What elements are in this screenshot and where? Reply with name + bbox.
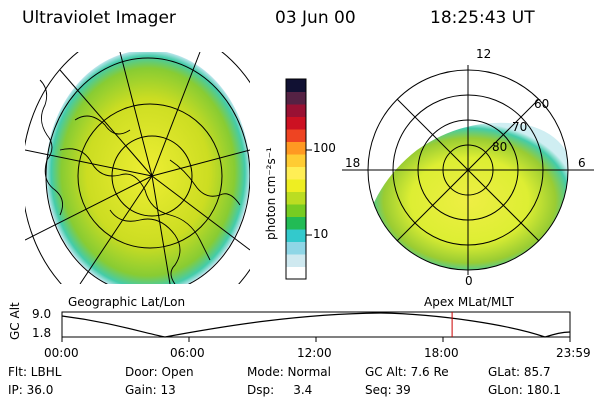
apex-caption: Apex MLat/MLT <box>424 295 514 309</box>
footer-door: Door: Open <box>125 365 194 379</box>
mlt-label-6: 6 <box>578 156 586 170</box>
coastline <box>74 115 131 135</box>
lat-circle <box>77 103 223 249</box>
footer-ip: IP: 36.0 <box>8 383 54 397</box>
lat-circle <box>111 135 193 217</box>
footer-glat: GLat: 85.7 <box>488 365 551 379</box>
geographic-caption: Geographic Lat/Lon <box>68 295 186 309</box>
timeline-xtick: 00:00 <box>44 346 79 360</box>
mlt-label-18: 18 <box>345 156 361 170</box>
auroral-emission-left <box>46 52 250 284</box>
colorbar-swatch <box>286 91 306 105</box>
time-label: 18:25:43 UT <box>430 8 535 28</box>
colorbar-swatch <box>286 191 306 205</box>
timeline-ytick-1: 1.8 <box>32 326 52 340</box>
colorbar-swatch <box>286 179 306 192</box>
coastline <box>169 159 241 206</box>
coastline <box>109 209 181 284</box>
mlt-label-12: 12 <box>476 47 492 61</box>
footer-glon: GLon: 180.1 <box>488 383 561 397</box>
colorbar-swatch <box>286 266 306 280</box>
apex-polar-plot <box>342 65 594 275</box>
coastline <box>59 148 211 261</box>
timeline-xtick: 12:00 <box>297 346 332 360</box>
timeline-xtick: 06:00 <box>170 346 205 360</box>
colorbar-tick-100: 100 <box>313 141 336 155</box>
timeline-xtick: 23:59 <box>556 346 591 360</box>
lat-circle <box>45 57 250 284</box>
footer-gc-alt: GC Alt: 7.6 Re <box>365 365 449 379</box>
colorbar-swatch <box>286 104 306 117</box>
colorbar <box>285 78 312 280</box>
geographic-image <box>25 52 250 284</box>
colorbar-swatch <box>286 141 306 155</box>
coastline <box>39 79 64 216</box>
colorbar-swatch <box>286 79 306 92</box>
colorbar-swatch <box>286 254 306 267</box>
footer-mode: Mode: Normal <box>247 365 331 379</box>
footer-filter: Flt: LBHL <box>8 365 62 379</box>
lat-label-60: 60 <box>534 97 550 111</box>
colorbar-swatch <box>286 229 306 242</box>
colorbar-swatch <box>286 154 306 167</box>
date-label: 03 Jun 00 <box>275 8 356 28</box>
footer-dsp: Dsp: 3.4 <box>247 383 313 397</box>
altitude-curve <box>61 312 571 338</box>
lat-label-80: 80 <box>492 140 508 154</box>
colorbar-unit-label: photon cm⁻²s⁻¹ <box>264 147 278 240</box>
altitude-timeline <box>61 311 571 342</box>
colorbar-swatch <box>286 129 306 142</box>
meridians <box>25 52 250 284</box>
lat-label-70: 70 <box>512 120 528 134</box>
colorbar-swatch <box>286 166 306 180</box>
colorbar-swatch <box>286 116 306 130</box>
footer-seq: Seq: 39 <box>365 383 411 397</box>
timeline-xtick: 18:00 <box>424 346 459 360</box>
footer-gain: Gain: 13 <box>125 383 176 397</box>
app-title: Ultraviolet Imager <box>22 8 176 28</box>
timeline-ylabel: GC Alt <box>8 302 22 340</box>
auroral-emission-right <box>368 122 568 270</box>
colorbar-swatch <box>286 241 306 255</box>
mlt-label-0: 0 <box>465 274 473 288</box>
timeline-ytick-9: 9.0 <box>32 307 52 321</box>
colorbar-swatch <box>286 204 306 217</box>
colorbar-tick-10: 10 <box>313 227 329 241</box>
colorbar-swatch <box>286 216 306 230</box>
